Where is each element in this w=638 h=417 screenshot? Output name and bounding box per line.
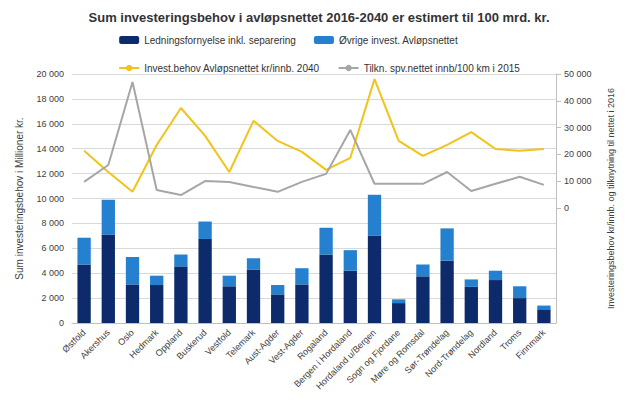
svg-text:12 000: 12 000 — [36, 169, 64, 179]
svg-text:Nord-Trøndelag: Nord-Trøndelag — [423, 327, 475, 380]
svg-text:Ledningsfornyelse inkl. separe: Ledningsfornyelse inkl. separering — [144, 35, 296, 46]
svg-text:Buskerud: Buskerud — [175, 327, 209, 361]
svg-text:40 000: 40 000 — [564, 96, 592, 106]
svg-text:0: 0 — [564, 203, 569, 213]
svg-text:14 000: 14 000 — [36, 144, 64, 154]
svg-text:16 000: 16 000 — [36, 119, 64, 129]
svg-text:Akershus: Akershus — [78, 327, 112, 361]
svg-text:Aust-Agder: Aust-Agder — [242, 327, 282, 367]
svg-text:Investeringsbehov kr/innb. og: Investeringsbehov kr/innb. og tilknytnin… — [606, 88, 616, 309]
svg-text:6 000: 6 000 — [41, 243, 64, 253]
svg-text:Telemark: Telemark — [224, 327, 257, 361]
svg-text:Vestfold: Vestfold — [203, 327, 233, 358]
svg-text:Sum investeringsbehov i avløps: Sum investeringsbehov i avløpsnettet 201… — [89, 10, 550, 25]
svg-text:2 000: 2 000 — [41, 293, 64, 303]
svg-text:Oppland: Oppland — [153, 327, 185, 359]
svg-text:Hordaland u/Bergen: Hordaland u/Bergen — [314, 327, 378, 392]
svg-text:Sør-Trøndelag: Sør-Trøndelag — [402, 327, 451, 376]
svg-text:Sogn og Fjordane: Sogn og Fjordane — [344, 327, 403, 385]
svg-text:Tilkn. spv.nettet innb/100 km: Tilkn. spv.nettet innb/100 km i 2015 — [364, 63, 521, 74]
svg-text:10 000: 10 000 — [564, 176, 592, 186]
svg-text:8 000: 8 000 — [41, 218, 64, 228]
svg-text:Øvrige invest. Avløpsnettet: Øvrige invest. Avløpsnettet — [339, 35, 458, 46]
svg-text:20 000: 20 000 — [564, 149, 592, 159]
svg-text:Bergen i Hordaland: Bergen i Hordaland — [292, 327, 354, 390]
svg-text:20 000: 20 000 — [36, 69, 64, 79]
svg-text:10 000: 10 000 — [36, 194, 64, 204]
svg-text:Østfold: Østfold — [60, 327, 88, 355]
svg-text:Nordland: Nordland — [466, 327, 499, 360]
svg-text:Vest-Agder: Vest-Agder — [266, 327, 306, 366]
svg-text:Hedmark: Hedmark — [127, 327, 160, 360]
svg-text:Møre og Romsdal: Møre og Romsdal — [368, 327, 427, 385]
svg-text:18 000: 18 000 — [36, 94, 64, 104]
svg-text:Oslo: Oslo — [116, 327, 136, 347]
svg-text:30 000: 30 000 — [564, 123, 592, 133]
svg-text:4 000: 4 000 — [41, 268, 64, 278]
svg-text:Invest.behov Avløpsnettet kr/i: Invest.behov Avløpsnettet kr/innb. 2040 — [144, 63, 319, 74]
svg-text:Finnmark: Finnmark — [514, 327, 548, 361]
svg-text:Sum investeringsbehov i Millio: Sum investeringsbehov i Millioner kr. — [14, 117, 25, 279]
svg-text:Troms: Troms — [498, 327, 524, 353]
svg-text:0: 0 — [59, 318, 64, 328]
svg-text:50 000: 50 000 — [564, 69, 592, 79]
svg-text:Rogaland: Rogaland — [295, 327, 330, 362]
